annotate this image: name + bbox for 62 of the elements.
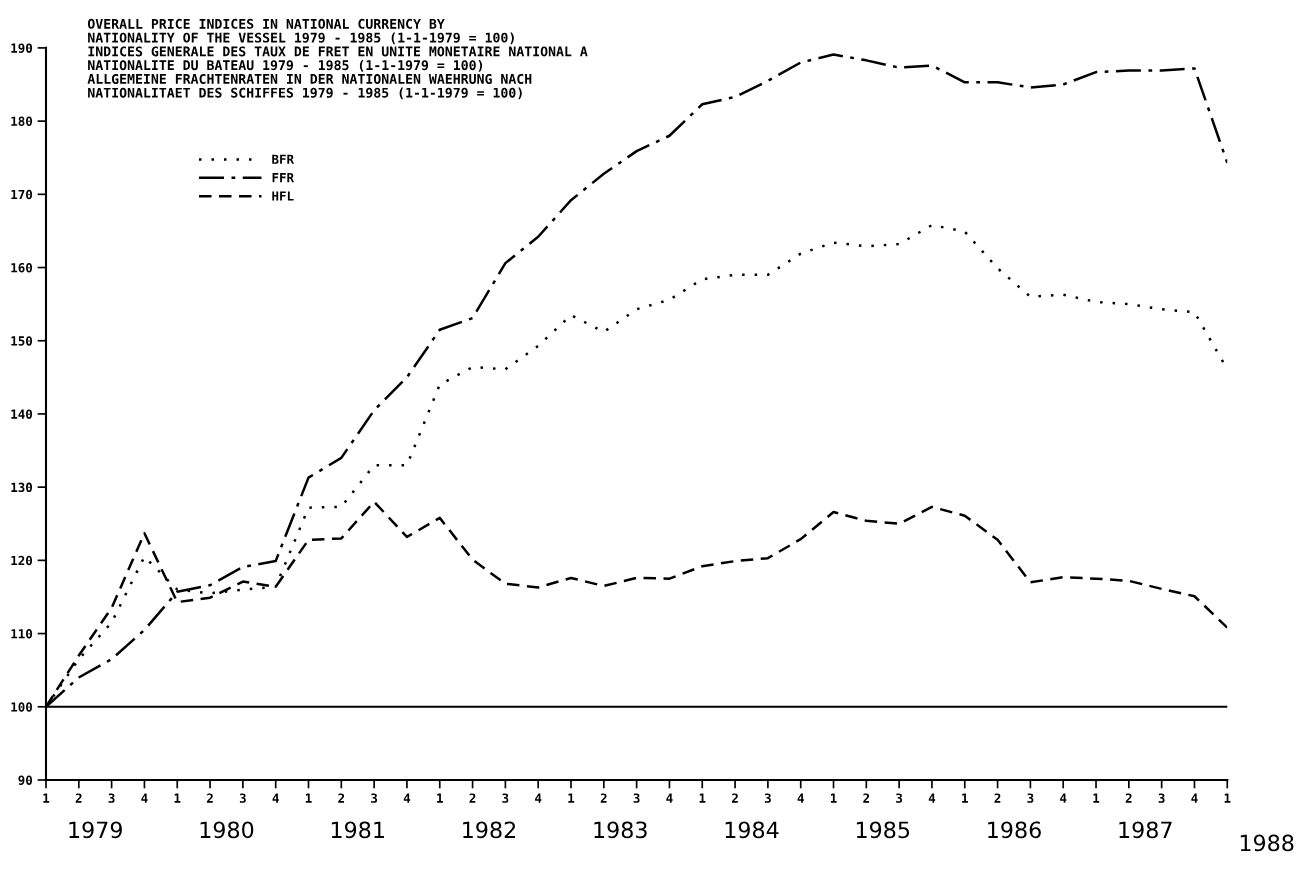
x-tick-label: 1: [174, 793, 181, 803]
text: 1979: [69, 821, 122, 839]
x-tick-label: 1: [1093, 793, 1100, 803]
x-tick-label: 2: [732, 793, 738, 803]
text: 1985: [856, 821, 910, 839]
y-tick-label: 120: [11, 555, 33, 566]
text: 1983: [594, 821, 647, 839]
x-tick-label: 1: [699, 793, 706, 803]
x-tick-label: 3: [502, 793, 509, 803]
x-tick-label: 4: [928, 793, 936, 803]
x-tick-label: 3: [764, 793, 771, 803]
x-tick-label: 2: [863, 793, 870, 803]
y-tick-label: 170: [11, 189, 33, 200]
y-tick-label: 180: [11, 116, 33, 127]
x-tick-label: 1: [1224, 793, 1231, 803]
text: 1988: [1240, 834, 1294, 852]
x-tick-label: 2: [994, 793, 1001, 803]
text: 1986: [988, 821, 1041, 839]
x-tick-label: 2: [207, 793, 213, 803]
text: 1984: [725, 821, 779, 839]
text: 1981: [331, 821, 384, 839]
y-tick-label: 140: [11, 409, 33, 419]
x-tick-label: 3: [108, 793, 115, 803]
x-tick-label: 4: [272, 793, 279, 803]
text: 1980: [200, 821, 254, 839]
y-tick-label: 100: [11, 702, 33, 712]
x-tick-label: 3: [1027, 793, 1034, 803]
text: 1982: [463, 821, 516, 839]
text: 1987: [1119, 821, 1172, 839]
y-tick-label: 160: [11, 263, 33, 273]
x-tick-label: 4: [797, 793, 804, 803]
x-tick-label: 4: [141, 793, 148, 803]
x-tick-label: 2: [600, 793, 607, 803]
x-tick-label: 2: [338, 793, 345, 803]
x-tick-label: 3: [633, 793, 640, 803]
x-tick-label: 2: [75, 793, 82, 803]
y-tick-label: 190: [11, 43, 33, 53]
x-tick-label: 1: [962, 793, 968, 803]
y-tick-label: 130: [11, 482, 33, 493]
legend-label: BFR: [272, 154, 295, 164]
y-tick-label: 110: [11, 629, 33, 639]
x-tick-label: 2: [1125, 793, 1132, 803]
x-tick-label: 4: [1191, 793, 1198, 803]
x-tick-label: 3: [1158, 793, 1165, 803]
x-tick-label: 3: [239, 793, 246, 803]
legend-label: FFR: [272, 173, 295, 183]
x-tick-label: 4: [666, 793, 673, 803]
x-tick-label: 4: [535, 793, 542, 803]
x-tick-label: 1: [568, 793, 575, 803]
x-tick-label: 4: [1060, 793, 1067, 803]
x-tick-label: 1: [43, 793, 50, 803]
chart-title: OVERALL PRICE INDICES IN NATIONAL CURRENCY BY NATIONALITY OF THE VESSEL 1979 - 1985 (1-1-1979 = 100) INDICES GENERALE DES TAUX DE FRET EN UNITE MONETAIRE NATIONAL A NATIONALITE DU BATEAU 1979 - 1985 (1-1-1979 = 100) ALLGEMEINE FRACHTENRATEN IN DER NATIONALEN WAEHRUNG NACH NATIONALITAET DES SCHIFFES 1979 - 1985 (1-1-1979 = 100): [87, 18, 588, 100]
x-tick-label: 1: [830, 793, 837, 803]
legend-label: HFL: [272, 191, 294, 201]
x-tick-label: 4: [403, 793, 411, 803]
x-tick-label: 1: [305, 793, 312, 803]
x-tick-label: 2: [469, 793, 476, 803]
y-tick-label: 90: [18, 775, 33, 785]
y-tick-label: 150: [11, 336, 33, 346]
x-tick-label: 3: [896, 793, 903, 803]
x-tick-label: 1: [437, 793, 443, 803]
x-tick-label: 3: [371, 793, 378, 803]
